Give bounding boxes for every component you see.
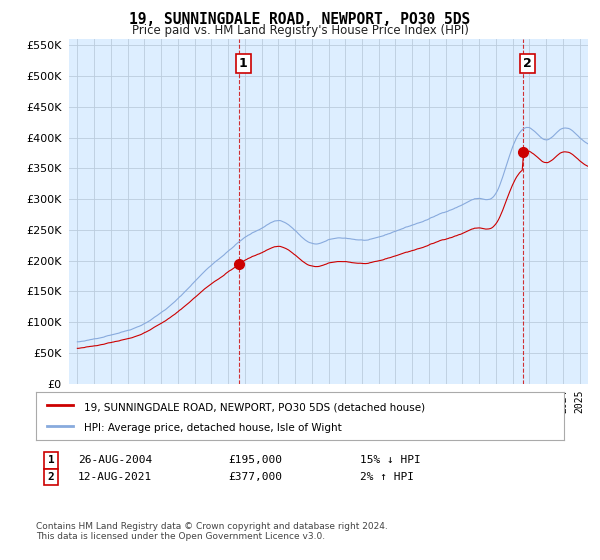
Text: Price paid vs. HM Land Registry's House Price Index (HPI): Price paid vs. HM Land Registry's House … [131, 24, 469, 36]
Text: Contains HM Land Registry data © Crown copyright and database right 2024.
This d: Contains HM Land Registry data © Crown c… [36, 522, 388, 542]
Text: HPI: Average price, detached house, Isle of Wight: HPI: Average price, detached house, Isle… [83, 423, 341, 433]
Text: £377,000: £377,000 [228, 472, 282, 482]
Text: 26-AUG-2004: 26-AUG-2004 [78, 455, 152, 465]
Text: £195,000: £195,000 [228, 455, 282, 465]
Text: 19, SUNNINGDALE ROAD, NEWPORT, PO30 5DS (detached house): 19, SUNNINGDALE ROAD, NEWPORT, PO30 5DS … [83, 402, 425, 412]
Text: 19, SUNNINGDALE ROAD, NEWPORT, PO30 5DS: 19, SUNNINGDALE ROAD, NEWPORT, PO30 5DS [130, 12, 470, 27]
Text: 1: 1 [239, 57, 248, 70]
Text: 1: 1 [47, 455, 55, 465]
Text: 12-AUG-2021: 12-AUG-2021 [78, 472, 152, 482]
Text: 2% ↑ HPI: 2% ↑ HPI [360, 472, 414, 482]
Text: 2: 2 [47, 472, 55, 482]
Text: 15% ↓ HPI: 15% ↓ HPI [360, 455, 421, 465]
Text: 2: 2 [523, 57, 532, 70]
